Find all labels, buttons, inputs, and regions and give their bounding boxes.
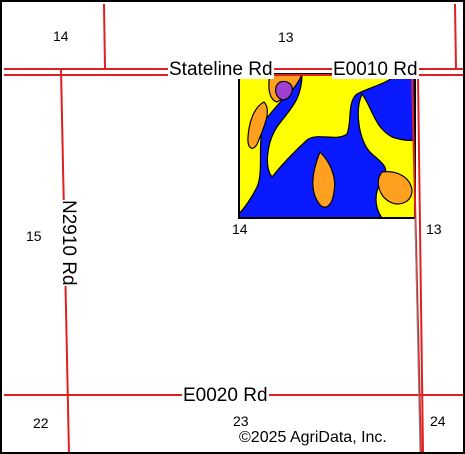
section-number-14-top: 14 bbox=[53, 28, 69, 44]
soil-unit-orange-left[interactable] bbox=[247, 101, 268, 149]
soil-field[interactable] bbox=[238, 73, 416, 219]
road-east-boundary[interactable] bbox=[411, 74, 422, 454]
road-label-e0010: E0010 Rd bbox=[332, 59, 419, 80]
road-north-segment[interactable] bbox=[103, 3, 106, 70]
road-north-right-segment[interactable] bbox=[454, 3, 457, 70]
section-number-13-top: 13 bbox=[278, 29, 294, 45]
section-number-13-right: 13 bbox=[426, 221, 442, 237]
road-label-e0020: E0020 Rd bbox=[182, 385, 269, 406]
section-number-23: 23 bbox=[233, 413, 249, 429]
road-label-n2910: N2910 Rd bbox=[58, 200, 79, 286]
road-east-boundary-2[interactable] bbox=[417, 74, 424, 454]
soil-unit-yellow-top[interactable] bbox=[266, 73, 399, 178]
soil-unit-orange-mid[interactable] bbox=[312, 150, 336, 208]
section-number-22: 22 bbox=[33, 415, 49, 431]
section-number-14-field: 14 bbox=[232, 221, 248, 237]
copyright-notice: ©2025 AgriData, Inc. bbox=[239, 429, 387, 446]
section-line bbox=[414, 217, 421, 452]
soil-unit-orange-right[interactable] bbox=[377, 171, 413, 205]
soil-unit-purple[interactable] bbox=[274, 80, 293, 101]
section-number-15: 15 bbox=[26, 228, 42, 244]
section-number-24: 24 bbox=[430, 413, 446, 429]
road-label-stateline: Stateline Rd bbox=[168, 59, 274, 80]
